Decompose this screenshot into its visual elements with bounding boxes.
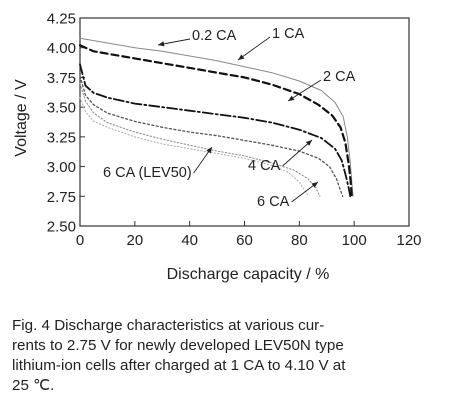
y-tick-label: 3.50 [47,100,76,117]
y-axis-title: Voltage / V [13,79,30,157]
annotation-leader-line [237,36,271,61]
y-tick-label: 2.75 [47,189,76,206]
caption-line-3: lithium-ion cells after charged at 1 CA … [12,357,346,374]
annotation-arrowhead [288,95,295,101]
caption-line-2: rents to 2.75 V for newly developed LEV5… [12,337,344,354]
annotation-arrowhead [158,41,165,47]
y-tick-label: 4.25 [47,11,76,28]
y-tick-label: 3.25 [47,129,76,146]
x-tick-label: 80 [291,232,308,249]
annotation-arrowhead [311,182,318,188]
y-tick-label: 3.75 [47,70,76,87]
series-annotation-label: 1 CA [272,26,305,42]
series-line-4 [79,75,344,197]
series-line-3 [79,63,352,198]
x-tick-label: 120 [396,232,421,249]
series-annotation-label: 6 CA (LEV50) [103,165,192,181]
annotation-leader-line [287,79,322,102]
annotation-arrowhead [238,54,245,60]
x-tick-label: 60 [236,232,253,249]
x-tick-label: 20 [126,232,143,249]
y-tick-label: 4.00 [47,40,76,57]
x-axis-title: Discharge capacity / % [167,266,330,283]
series-line-1 [79,37,354,197]
y-tick-label: 3.00 [47,159,76,176]
x-tick-label: 100 [342,232,367,249]
plot-frame [79,17,410,227]
annotation-arrowhead [305,140,312,146]
series-annotation-label: 0.2 CA [192,28,237,44]
x-tick-label: 0 [76,232,84,249]
caption-line-1: Fig. 4 Discharge characteristics at vari… [12,317,325,334]
figure-caption: Fig. 4 Discharge characteristics at vari… [12,316,442,396]
series-line-2 [78,44,353,198]
annotation-arrowhead [206,147,212,154]
series-line-5 [79,82,321,197]
series-annotation-label: 2 CA [323,69,356,85]
annotation-leader-line [282,139,313,167]
series-annotation-label: 6 CA [257,194,290,210]
caption-line-4: 25 ℃. [12,377,55,394]
x-tick-label: 40 [181,232,198,249]
y-tick-label: 2.50 [47,219,76,236]
series-annotation-label: 4 CA [248,158,281,174]
series-line-6 [79,97,309,196]
discharge-chart: 2.50 2.75 3.00 3.25 3.50 3.75 4.00 4.25 0 20 40 60… [13,11,422,284]
